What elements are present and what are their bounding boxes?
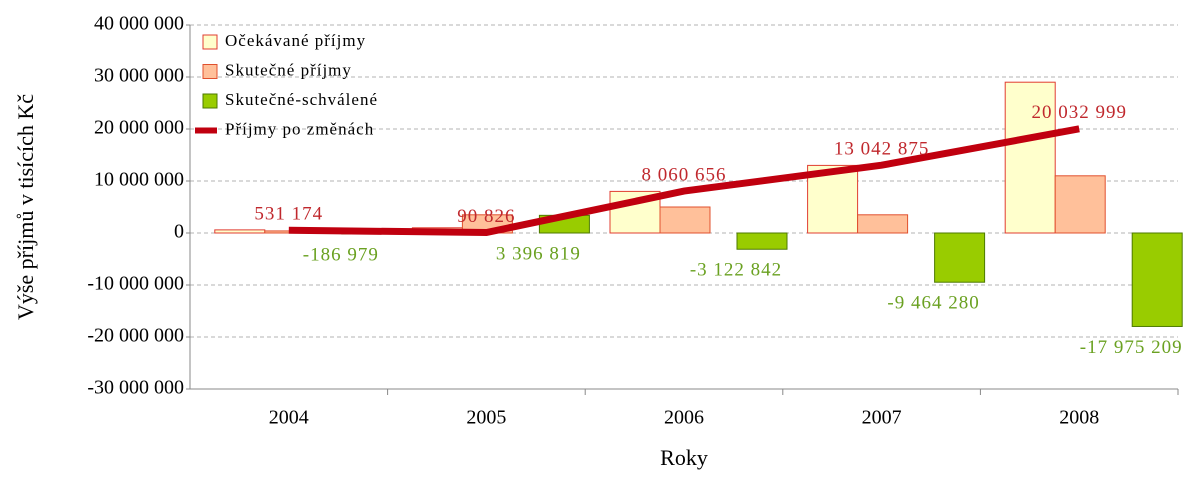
y-tick-label: -30 000 000: [87, 377, 184, 399]
y-tick-label: 20 000 000: [94, 117, 184, 139]
y-tick-label: -10 000 000: [87, 273, 184, 295]
legend-swatch: [202, 93, 218, 109]
bar: [1054, 175, 1106, 234]
bar: [659, 206, 711, 234]
legend-swatch: [202, 34, 218, 50]
legend-label: Skutečné-schválené: [225, 90, 378, 109]
x-tick-label: 2008: [1059, 407, 1099, 429]
x-tick-label: 2007: [862, 407, 902, 429]
legend-label: Očekávané příjmy: [225, 31, 366, 50]
data-label: 8 060 656: [642, 164, 727, 185]
y-tick-label: -20 000 000: [87, 325, 184, 347]
y-tick-label: 30 000 000: [94, 65, 184, 87]
x-axis-label: Roky: [660, 445, 708, 470]
data-label: 90 826: [457, 206, 515, 227]
legend-swatch: [202, 64, 218, 79]
data-label: -3 122 842: [690, 260, 782, 281]
x-tick-label: 2006: [664, 407, 704, 429]
line: [288, 125, 1080, 237]
bar: [736, 232, 788, 250]
data-label: 20 032 999: [1031, 102, 1127, 123]
data-label: 3 396 819: [496, 243, 581, 264]
bar: [1004, 81, 1056, 234]
y-tick-label: 0: [174, 221, 184, 243]
y-axis-label: Výše příjmů v tisících Kč: [13, 94, 38, 320]
data-label: -9 464 280: [887, 293, 979, 314]
bar: [214, 229, 266, 234]
y-tick-label: 10 000 000: [94, 169, 184, 191]
data-label: -17 975 209: [1080, 337, 1183, 358]
data-label: 13 042 875: [834, 139, 930, 160]
bar: [1131, 232, 1183, 327]
bar: [934, 232, 986, 283]
data-label: -186 979: [303, 244, 379, 265]
data-label: 531 174: [254, 204, 323, 225]
x-tick-label: 2004: [269, 407, 309, 429]
bar: [857, 214, 909, 234]
y-tick-label: 40 000 000: [94, 13, 184, 35]
legend-label: Příjmy po změnách: [225, 119, 374, 138]
legend-label: Skutečné příjmy: [225, 60, 352, 79]
x-tick-label: 2005: [466, 407, 506, 429]
